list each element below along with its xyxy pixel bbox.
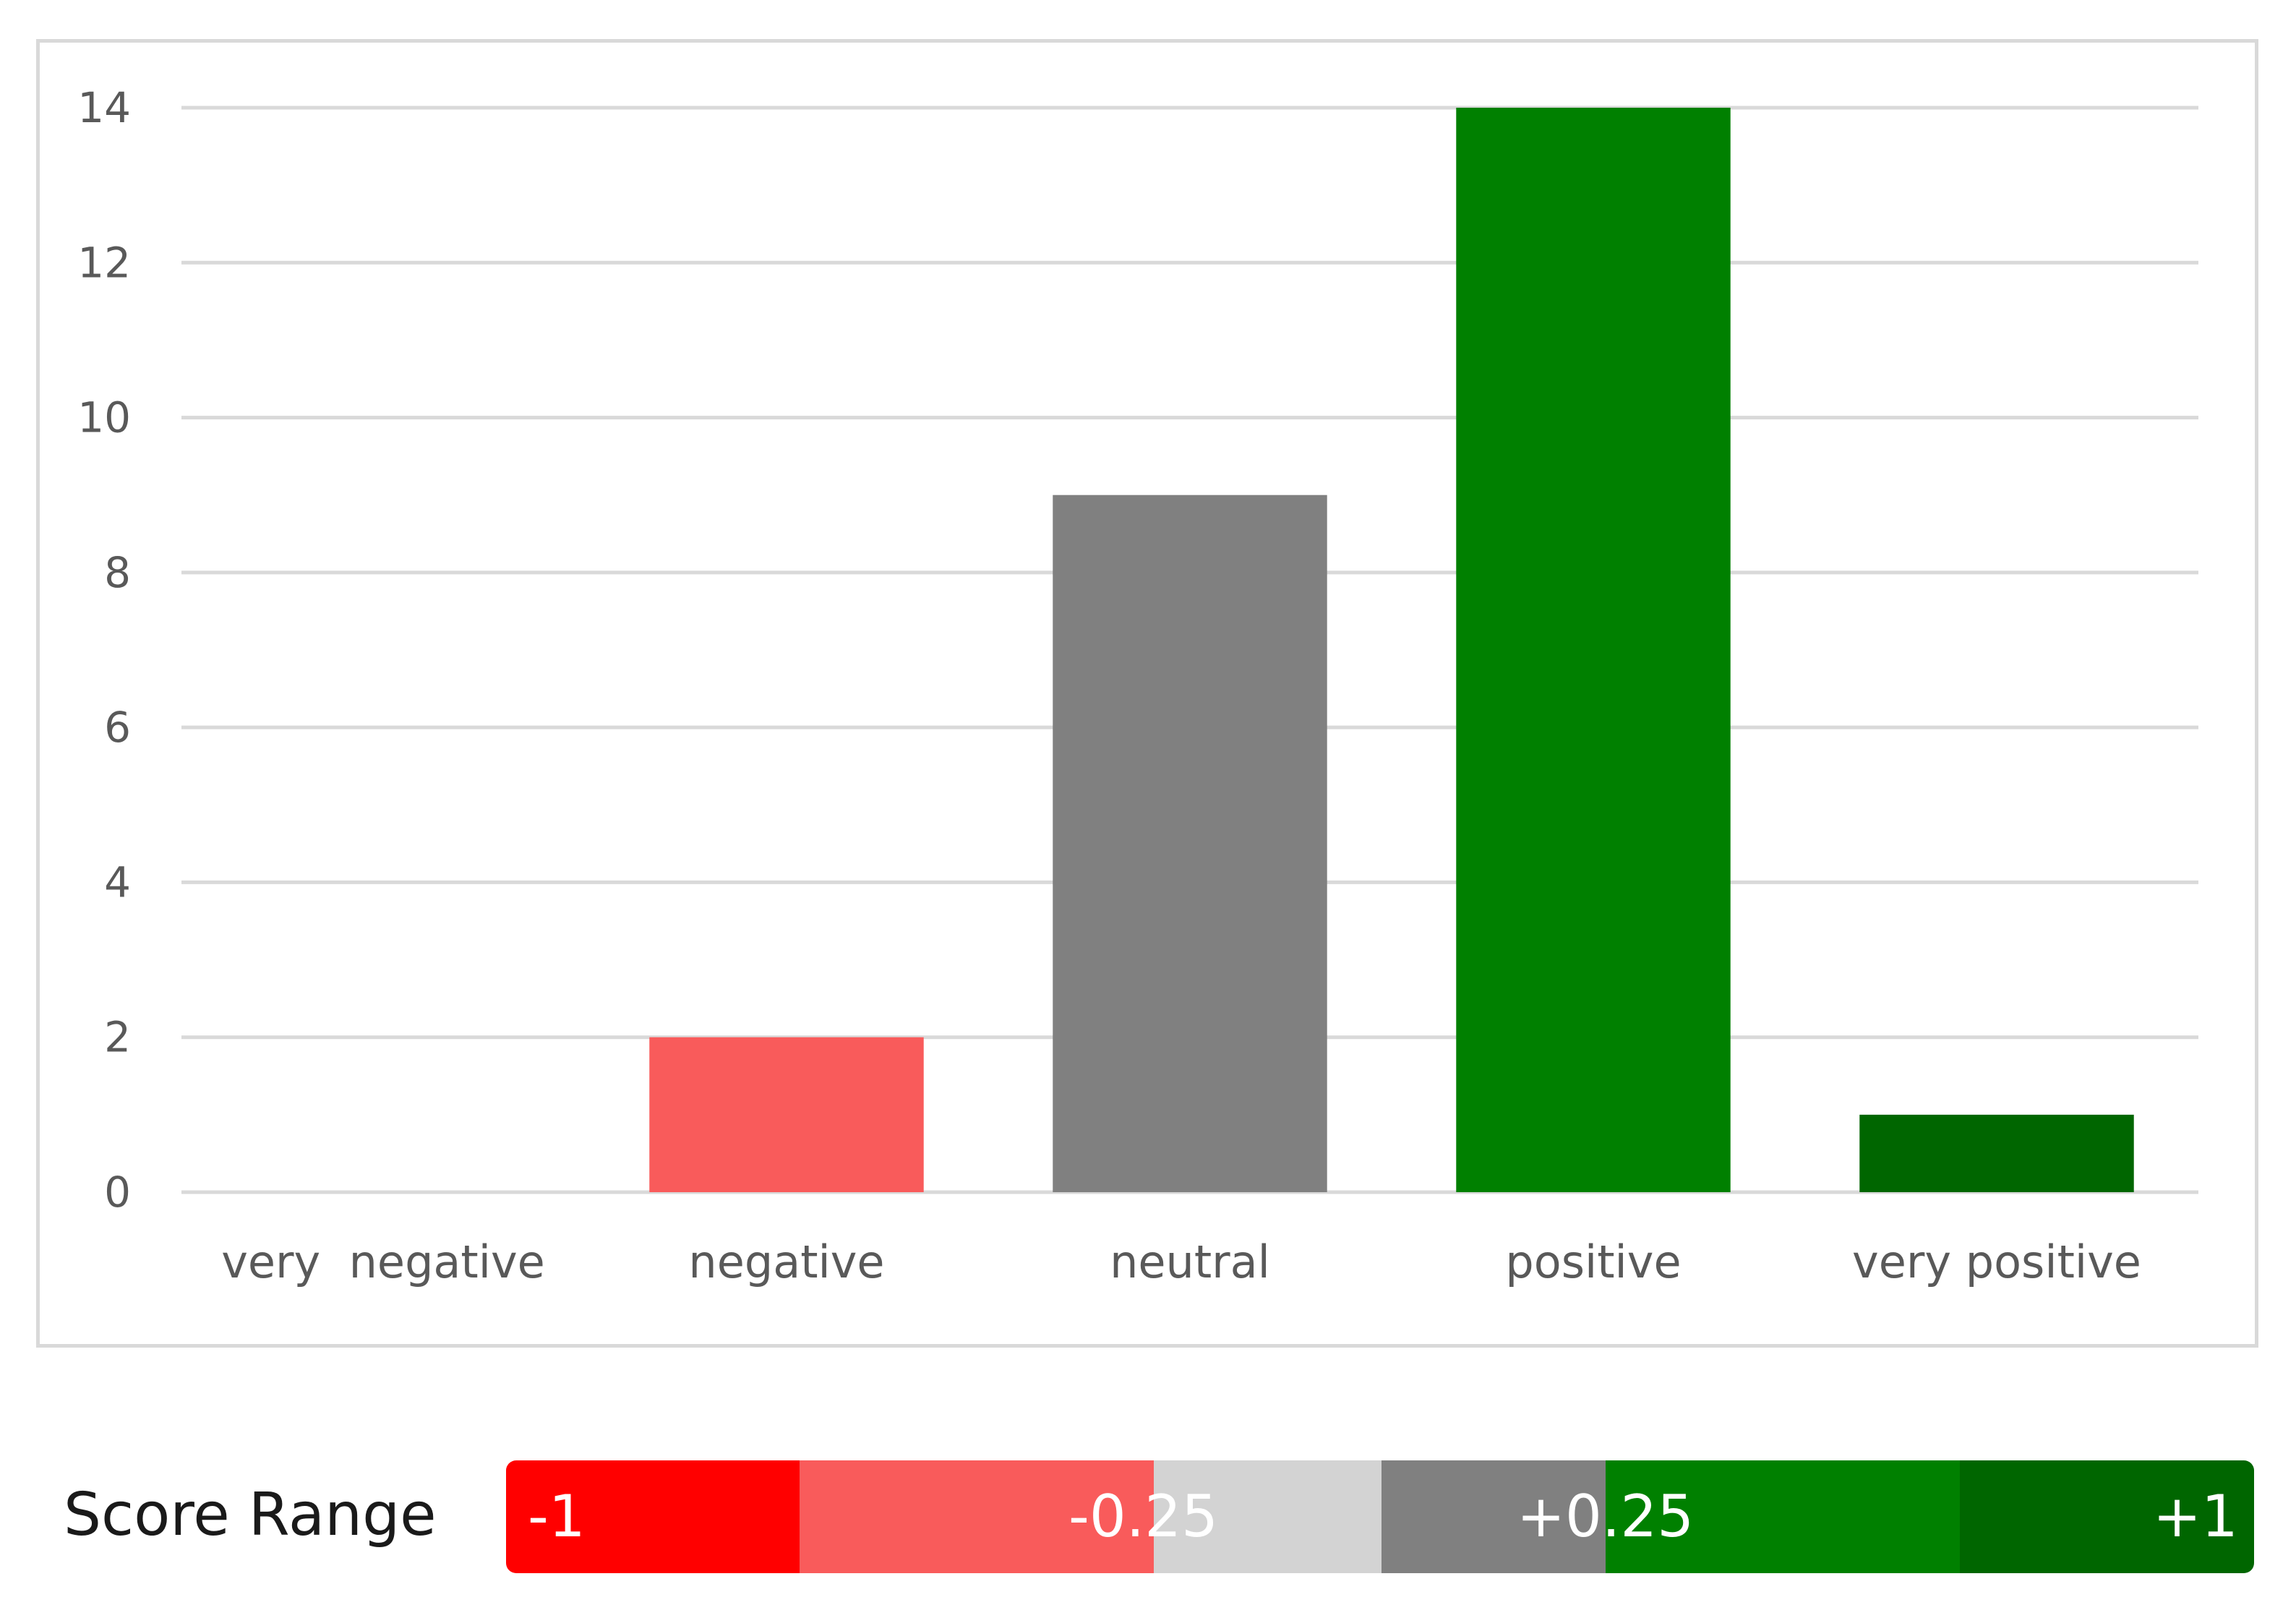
score-segment-very-negative <box>506 1460 800 1573</box>
y-tick-label: 10 <box>77 393 131 442</box>
score-segment-negative <box>800 1460 1154 1573</box>
score-label-plus-0-25: +0.25 <box>1517 1483 1695 1550</box>
y-tick-label: 8 <box>104 548 131 597</box>
bar <box>649 1037 924 1192</box>
score-range-bar <box>506 1460 2254 1573</box>
x-category-label: negative <box>688 1236 884 1288</box>
y-tick-label: 2 <box>104 1013 131 1062</box>
y-tick-label: 12 <box>77 238 131 287</box>
y-tick-label: 4 <box>104 857 131 907</box>
score-range-label: Score Range <box>64 1481 437 1549</box>
y-tick-label: 0 <box>104 1168 131 1217</box>
x-category-label: neutral <box>1110 1236 1270 1288</box>
x-category-label: very negative <box>221 1236 545 1288</box>
score-segment-very-positive <box>1960 1460 2254 1573</box>
x-category-label: positive <box>1505 1236 1681 1288</box>
y-tick-label: 6 <box>104 703 131 752</box>
score-segment-light-neutral <box>1154 1460 1382 1573</box>
bar <box>1053 495 1327 1192</box>
y-tick-label: 14 <box>77 83 131 132</box>
bar <box>1859 1114 2134 1192</box>
bar <box>1456 108 1731 1192</box>
x-category-label: very positive <box>1852 1236 2141 1288</box>
score-label-plus-1: +1 <box>2153 1483 2238 1550</box>
chart-frame: 0 2 4 6 8 10 12 14 very negative negative neutral p… <box>36 39 2258 1348</box>
bar-chart: 0 2 4 6 8 10 12 14 very negative negative neutral p… <box>77 83 2198 1288</box>
score-segment-dark-neutral <box>1382 1460 1606 1573</box>
score-segment-positive <box>1606 1460 1960 1573</box>
score-label-minus-0-25: -0.25 <box>1068 1483 1218 1550</box>
score-label-minus-1: -1 <box>528 1483 586 1550</box>
